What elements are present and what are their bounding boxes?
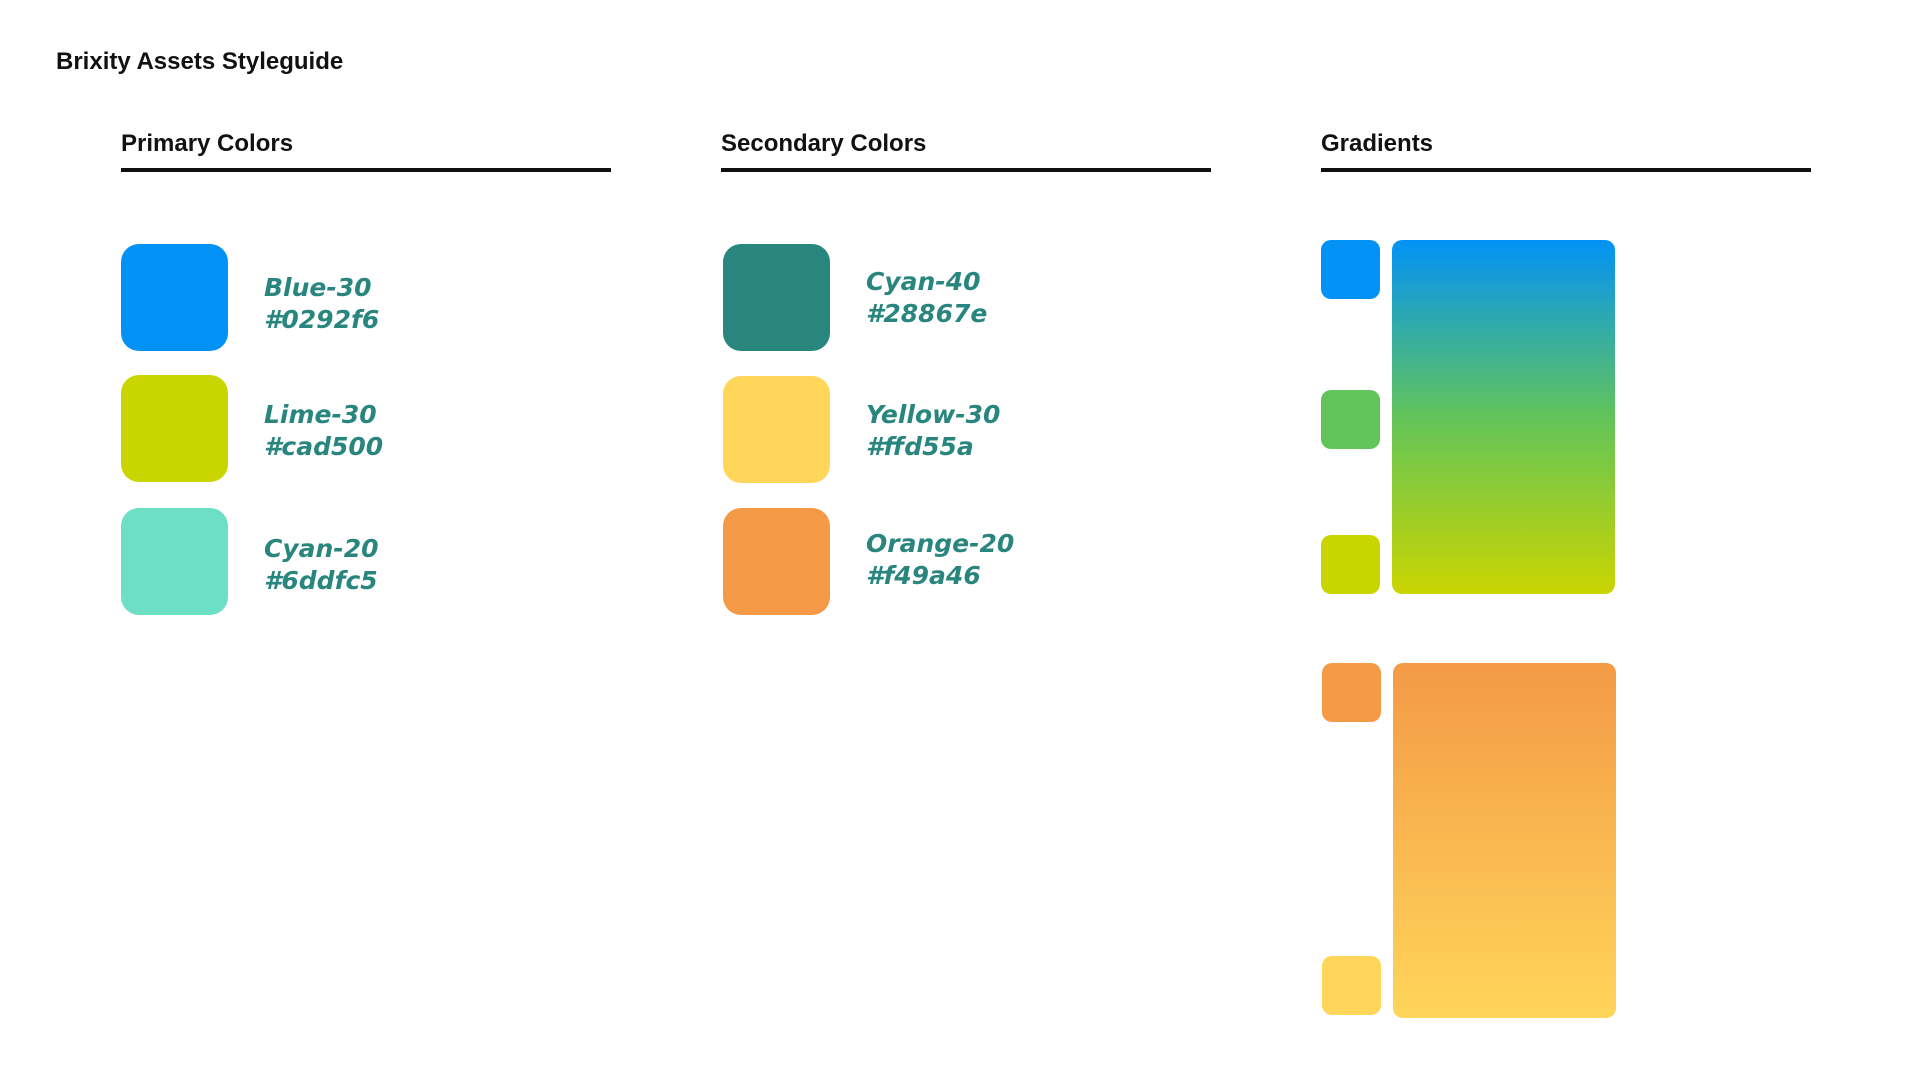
gradient-stop-chip	[1321, 535, 1380, 594]
secondary-colors-heading: Secondary Colors	[721, 130, 1211, 172]
color-name: Orange-20	[866, 529, 1015, 558]
color-hex: #f49a46	[866, 561, 981, 590]
color-name: Yellow-30	[866, 400, 1001, 429]
gradients-section: Gradients	[1321, 130, 1811, 1018]
color-hex: #6ddfc5	[264, 566, 378, 595]
color-label: Yellow-30 #ffd55a	[866, 399, 1000, 463]
secondary-colors-section: Secondary Colors Cyan-40 #28867e Yellow-…	[721, 130, 1211, 615]
color-swatch	[121, 508, 228, 615]
color-label: Lime-30 #cad500	[264, 399, 383, 463]
color-swatch-row: Cyan-20 #6ddfc5	[121, 508, 611, 615]
color-name: Cyan-40	[866, 267, 981, 296]
color-name: Blue-30	[264, 273, 372, 302]
primary-colors-heading: Primary Colors	[121, 130, 611, 172]
gradient-stop-chip	[1322, 663, 1381, 722]
color-hex: #ffd55a	[866, 432, 974, 461]
color-label: Orange-20 #f49a46	[866, 528, 1014, 592]
color-label: Blue-30 #0292f6	[264, 272, 379, 336]
primary-colors-section: Primary Colors Blue-30 #0292f6 Lime-30 #…	[121, 130, 611, 615]
color-swatch	[723, 376, 830, 483]
color-swatch-row: Blue-30 #0292f6	[121, 244, 611, 351]
color-name: Cyan-20	[264, 534, 379, 563]
color-swatch	[121, 375, 228, 482]
color-swatch-row: Orange-20 #f49a46	[723, 508, 1213, 615]
color-swatch	[121, 244, 228, 351]
color-name: Lime-30	[264, 400, 377, 429]
color-swatch-row: Lime-30 #cad500	[121, 375, 611, 482]
color-label: Cyan-20 #6ddfc5	[264, 533, 378, 597]
color-swatch-row: Yellow-30 #ffd55a	[723, 376, 1213, 483]
color-swatch	[723, 508, 830, 615]
gradient-bar	[1392, 240, 1615, 594]
color-swatch-row: Cyan-40 #28867e	[723, 244, 1213, 351]
color-hex: #0292f6	[264, 305, 380, 334]
color-hex: #28867e	[866, 299, 988, 328]
gradient-bar	[1393, 663, 1616, 1018]
color-swatch	[723, 244, 830, 351]
gradient-stop-chip	[1321, 390, 1380, 449]
gradient-stop-chip	[1322, 956, 1381, 1015]
gradients-heading: Gradients	[1321, 130, 1811, 172]
color-label: Cyan-40 #28867e	[866, 266, 987, 330]
gradient-stop-chip	[1321, 240, 1380, 299]
page-title: Brixity Assets Styleguide	[56, 48, 344, 75]
color-hex: #cad500	[264, 432, 384, 461]
